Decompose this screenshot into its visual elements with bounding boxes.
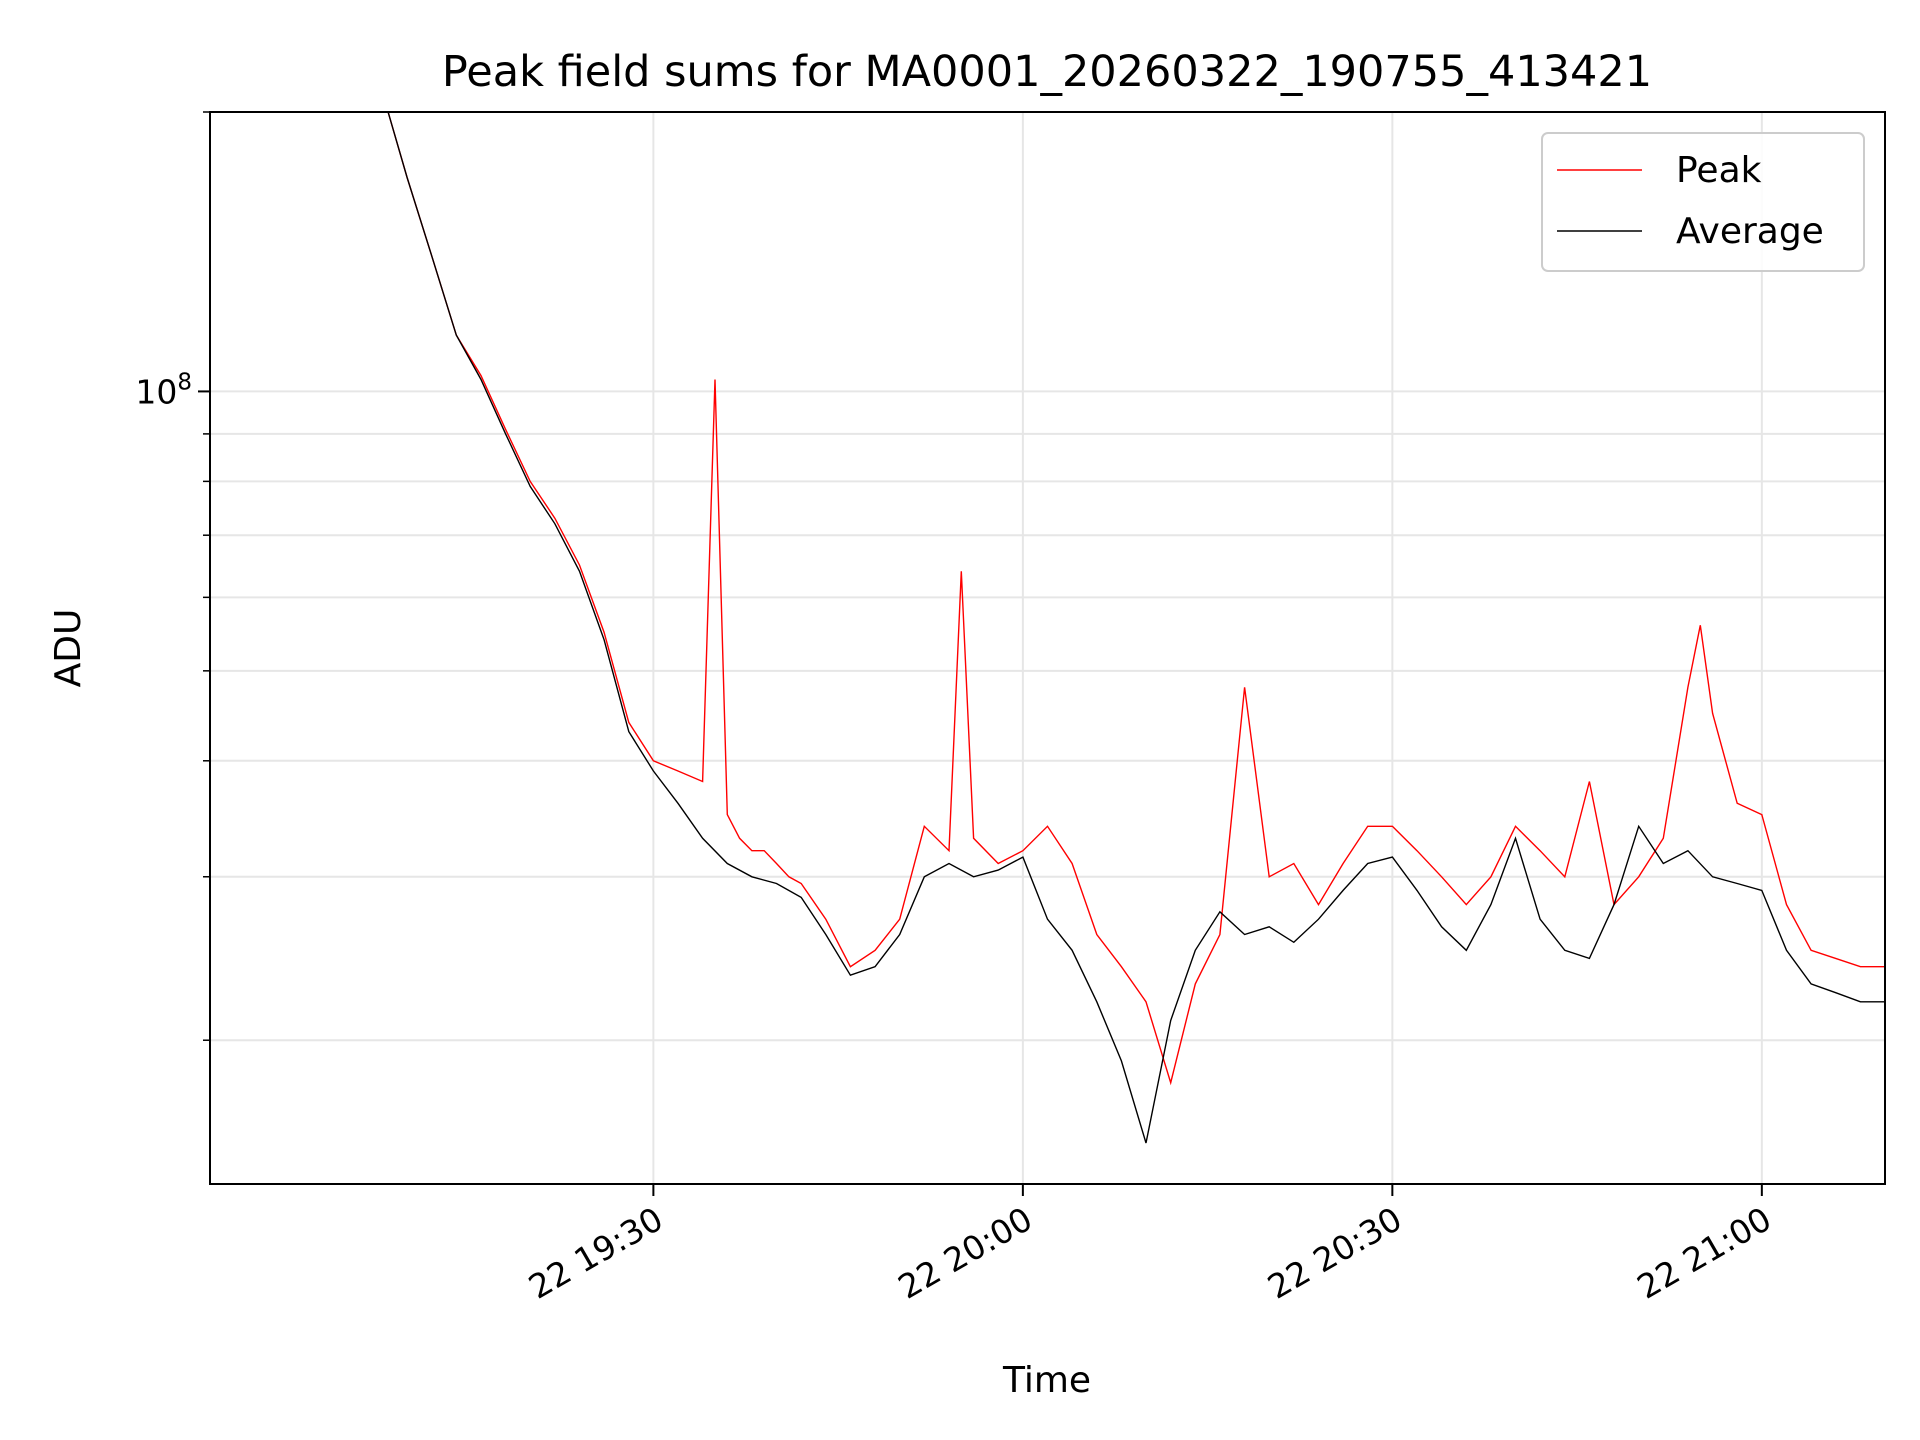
series-layer xyxy=(387,112,1885,1144)
plot-frame xyxy=(209,111,1886,1185)
x-axis-label: Time xyxy=(1002,1360,1091,1401)
legend: Peak Average xyxy=(1541,132,1865,272)
y-tick-label-base: 10 xyxy=(135,372,177,411)
legend-label-peak: Peak xyxy=(1676,150,1762,191)
series-peak-line xyxy=(387,112,1885,1086)
series-average-line xyxy=(387,112,1885,1144)
y-tick-label: 108 xyxy=(135,369,192,411)
y-axis-label: ADU xyxy=(48,609,89,688)
legend-box xyxy=(1541,132,1865,272)
y-axis: 108 xyxy=(135,111,210,1041)
chart-title: Peak field sums for MA0001_20260322_1907… xyxy=(442,47,1652,97)
y-tick-label-exponent: 8 xyxy=(177,369,192,395)
legend-label-average: Average xyxy=(1676,211,1824,252)
